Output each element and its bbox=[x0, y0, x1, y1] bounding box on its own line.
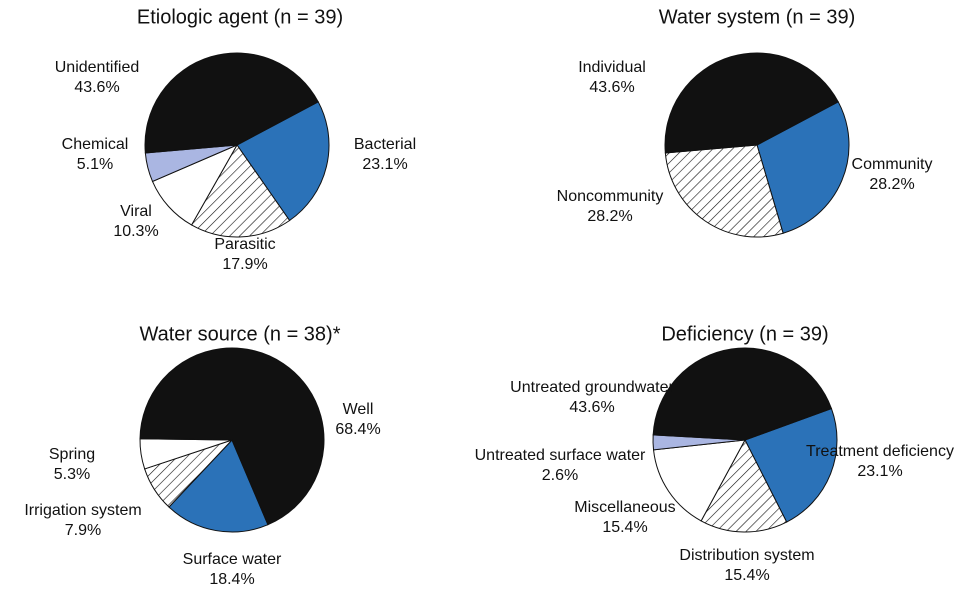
pie-slice bbox=[700, 438, 788, 533]
slice-value-label: 43.6% bbox=[74, 79, 119, 96]
slice-value-label: 18.4% bbox=[209, 571, 254, 588]
slice-value-label: 10.3% bbox=[113, 223, 158, 240]
slice-value-label: 68.4% bbox=[335, 421, 380, 438]
slice-label: Well bbox=[343, 401, 374, 418]
pie-slice bbox=[652, 439, 746, 522]
slice-value-label: 28.2% bbox=[587, 208, 632, 225]
slice-label: Untreated groundwater bbox=[510, 379, 674, 396]
pie-slice bbox=[664, 144, 784, 238]
slice-label: Irrigation system bbox=[24, 502, 141, 519]
pie-slice bbox=[168, 439, 269, 533]
slice-label: Individual bbox=[578, 59, 646, 76]
slice-value-label: 43.6% bbox=[589, 79, 634, 96]
slice-label: Distribution system bbox=[679, 547, 814, 564]
pie-slice bbox=[144, 52, 319, 154]
slice-label: Surface water bbox=[183, 551, 282, 568]
slice-label: Viral bbox=[120, 203, 152, 220]
slice-value-label: 15.4% bbox=[724, 567, 769, 584]
slice-value-label: 5.3% bbox=[54, 466, 90, 483]
chart-title: Etiologic agent (n = 39) bbox=[137, 6, 343, 28]
slice-value-label: 23.1% bbox=[857, 463, 902, 480]
slice-label: Bacterial bbox=[354, 136, 416, 153]
chart-title: Water system (n = 39) bbox=[659, 6, 856, 28]
pie-slice bbox=[744, 407, 838, 523]
pie-slice bbox=[756, 101, 850, 234]
slice-value-label: 23.1% bbox=[362, 156, 407, 173]
slice-value-label: 2.6% bbox=[542, 467, 578, 484]
slice-value-label: 15.4% bbox=[602, 519, 647, 536]
slice-label: Untreated surface water bbox=[475, 447, 646, 464]
slice-value-label: 5.1% bbox=[77, 156, 113, 173]
pie-slice bbox=[652, 347, 833, 441]
slice-value-label: 28.2% bbox=[869, 176, 914, 193]
slice-label: Spring bbox=[49, 446, 95, 463]
slice-label: Treatment deficiency bbox=[806, 443, 954, 460]
slice-label: Chemical bbox=[62, 136, 129, 153]
slice-label: Parasitic bbox=[214, 236, 275, 253]
slice-label: Community bbox=[852, 156, 933, 173]
slice-value-label: 17.9% bbox=[222, 256, 267, 273]
chart-title: Water source (n = 38)* bbox=[139, 323, 340, 345]
slice-label: Unidentified bbox=[55, 59, 140, 76]
slice-value-label: 43.6% bbox=[569, 399, 614, 416]
pie-slice bbox=[664, 52, 839, 154]
pie-slice bbox=[236, 101, 330, 222]
slice-value-label: 7.9% bbox=[65, 522, 101, 539]
pie-slice bbox=[139, 347, 325, 526]
slice-label: Noncommunity bbox=[557, 188, 664, 205]
chart-title: Deficiency (n = 39) bbox=[661, 323, 828, 345]
pie-slice bbox=[190, 144, 291, 238]
slice-label: Miscellaneous bbox=[574, 499, 675, 516]
